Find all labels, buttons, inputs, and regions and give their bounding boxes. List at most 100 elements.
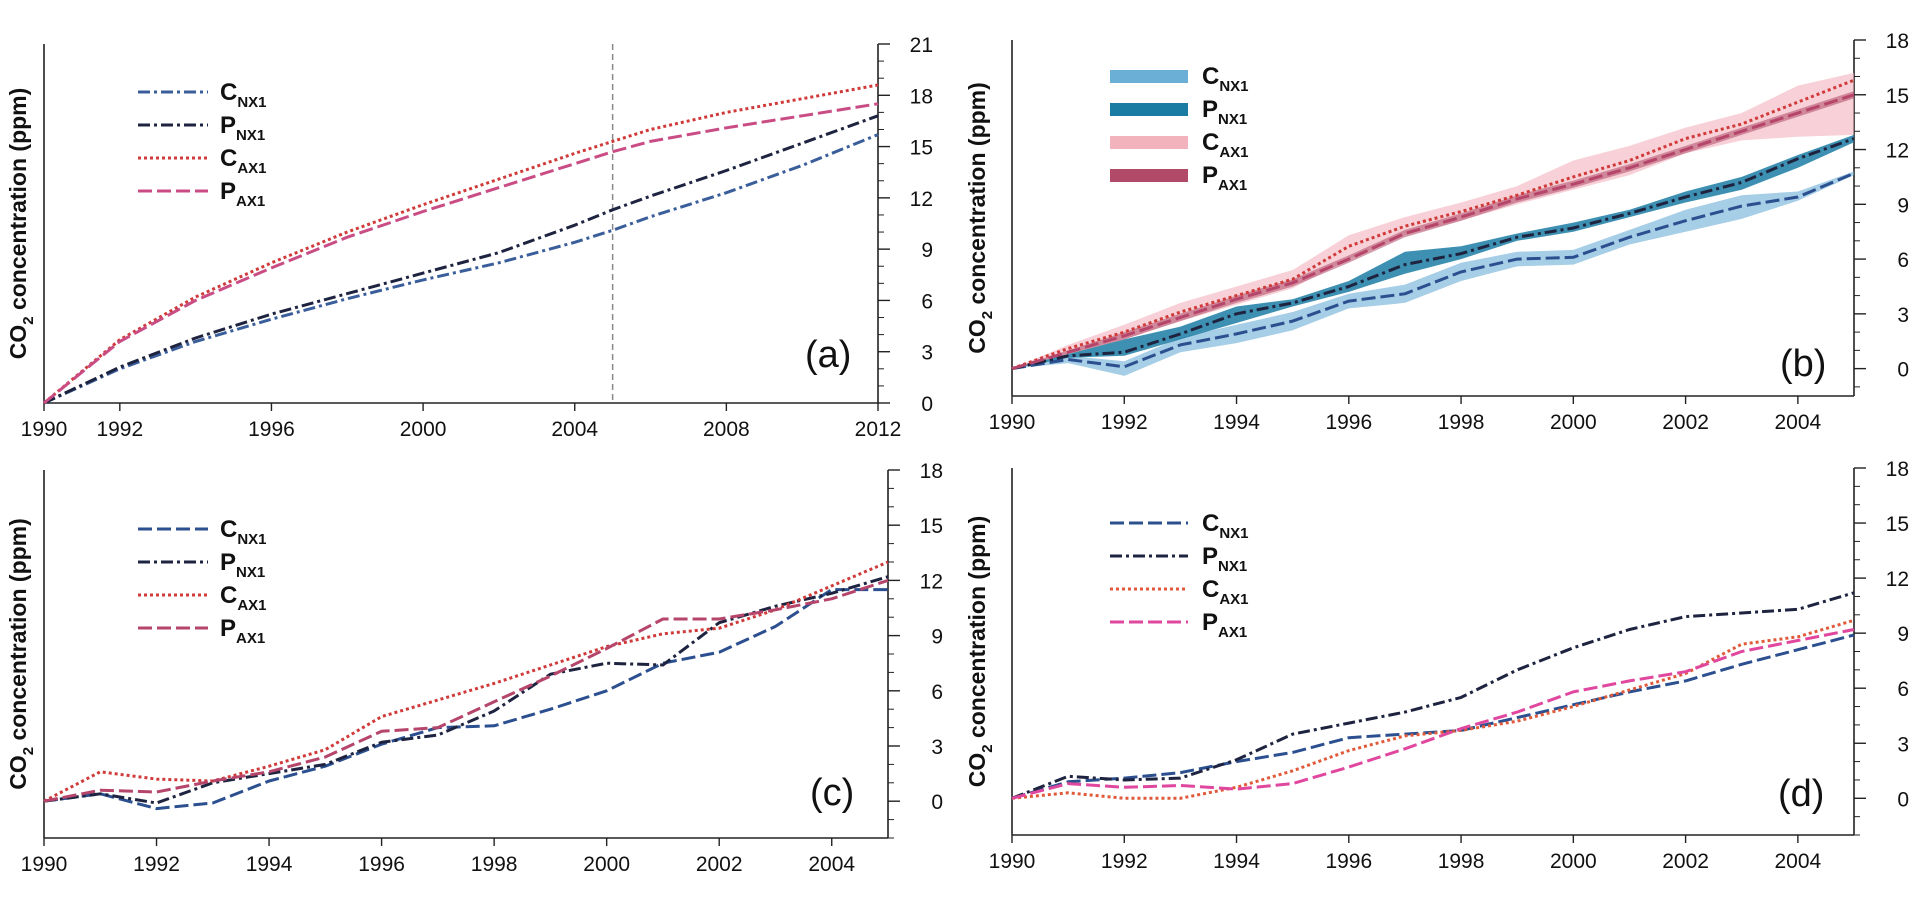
y-tick-label: 15: [920, 515, 943, 538]
y-tick-label: 15: [1886, 85, 1909, 108]
legend-entry-subscript: AX1: [1218, 177, 1247, 194]
legend-entry-subscript: AX1: [1218, 624, 1247, 641]
panel-label: (a): [805, 334, 851, 376]
legend-swatch: [1110, 169, 1188, 182]
legend-entry: CAX1: [220, 582, 267, 614]
y-axis-label-subscript: 2: [979, 311, 996, 319]
y-tick-label: 12: [910, 188, 933, 211]
legend-entry-letter: P: [1202, 609, 1218, 636]
legend-entry-letter: P: [220, 178, 236, 205]
x-tick-label: 1990: [21, 853, 68, 876]
legend-entry: CAX1: [1202, 576, 1249, 608]
x-tick-label: 2004: [808, 853, 855, 876]
panel-d: 1990 1992 1994 1996 1998 2000 2002 2004 0 3 6 9 12 15…: [964, 458, 1909, 873]
series-line: [1011, 137, 1855, 371]
legend-entry-subscript: NX1: [1219, 525, 1248, 542]
series-band: [1012, 72, 1854, 369]
x-tick-label: 2012: [855, 418, 902, 441]
y-tick-label: 6: [1897, 249, 1909, 272]
legend-entry: PAX1: [220, 615, 265, 647]
panel-a: 1990 1992 1996 2000 2004 2008 2012 0 3 6 9 12 15 18 21…: [5, 34, 933, 441]
panel-label: (c): [810, 772, 854, 814]
x-tick-label: 1990: [989, 411, 1036, 434]
legend-entry-letter: C: [220, 516, 237, 543]
legend-entry-letter: C: [1202, 129, 1219, 156]
y-tick-label: 12: [1886, 568, 1909, 591]
legend-entry-subscript: AX1: [237, 160, 266, 177]
y-tick-label: 3: [1897, 304, 1909, 327]
x-tick-label: 1996: [1325, 850, 1372, 873]
series-line: [1011, 591, 1855, 800]
legend-entry: CNX1: [1202, 510, 1249, 542]
legend-entry: PNX1: [220, 549, 265, 581]
legend-entry-subscript: NX1: [237, 94, 266, 111]
x-tick-label: 1998: [1438, 850, 1485, 873]
y-axis-label-co: CO: [5, 755, 31, 790]
legend-entry-letter: C: [1202, 63, 1219, 90]
panel-b: 1990 1992 1994 1996 1998 2000 2002 2004 0 3 6 9 12 15…: [964, 30, 1909, 434]
x-tick-label: 1998: [471, 853, 518, 876]
y-tick-label: 15: [1886, 513, 1909, 536]
series-band: [1012, 91, 1854, 369]
y-tick-label: 3: [921, 342, 933, 365]
x-tick-label: 1994: [1213, 850, 1260, 873]
series-line: [1011, 633, 1855, 800]
x-tick-label: 2002: [1662, 850, 1709, 873]
series-line: [43, 133, 879, 405]
y-axis-label-subscript: 2: [20, 747, 37, 755]
y-axis-label: CO2 concentration (ppm): [964, 516, 996, 788]
series-band: [1012, 134, 1854, 369]
y-axis-label-subscript: 2: [979, 744, 996, 752]
y-tick-label: 0: [931, 791, 943, 814]
series-line: [1011, 628, 1855, 800]
y-tick-label: 6: [921, 290, 933, 313]
x-tick-label: 2004: [551, 418, 598, 441]
legend-entry-letter: P: [1202, 543, 1218, 570]
legend-entry: CNX1: [220, 79, 267, 111]
x-tick-label: 2000: [583, 853, 630, 876]
y-axis-label-rest: concentration (ppm): [5, 518, 31, 747]
legend-entry-subscript: NX1: [1218, 111, 1247, 128]
y-tick-label: 0: [1897, 359, 1909, 382]
y-axis-label-rest: concentration (ppm): [964, 82, 990, 311]
x-tick-label: 2002: [1662, 411, 1709, 434]
y-tick-label: 12: [920, 570, 943, 593]
x-tick-label: 1992: [1101, 850, 1148, 873]
series-line: [43, 575, 889, 805]
legend-entry: CAX1: [1202, 129, 1249, 161]
y-tick-label: 21: [910, 34, 933, 57]
y-tick-label: 15: [910, 137, 933, 160]
legend-entry-letter: C: [1202, 510, 1219, 537]
y-tick-label: 18: [920, 460, 943, 483]
y-axis-label-rest: concentration (ppm): [5, 88, 31, 317]
legend-entry-subscript: NX1: [237, 531, 266, 548]
y-axis-label: CO2 concentration (ppm): [5, 88, 37, 360]
series-line: [43, 102, 879, 405]
legend-entry-subscript: AX1: [1219, 144, 1248, 161]
panel-c: 1990 1992 1994 1996 1998 2000 2002 2004 0 3 6 9 12 15…: [5, 460, 943, 876]
x-tick-label: 1992: [96, 418, 143, 441]
x-tick-label: 1990: [989, 850, 1036, 873]
y-axis-label-co: CO: [964, 753, 990, 788]
x-tick-label: 2004: [1775, 411, 1822, 434]
x-tick-label: 1992: [1101, 411, 1148, 434]
legend-swatch: [1110, 70, 1188, 83]
y-tick-label: 6: [1897, 678, 1909, 701]
y-tick-label: 12: [1886, 140, 1909, 163]
legend-swatch: [1110, 136, 1188, 149]
series-line: [43, 560, 889, 803]
legend-entry-letter: P: [1202, 96, 1218, 123]
legend-entry-letter: C: [220, 582, 237, 609]
legend-entry-subscript: AX1: [236, 193, 265, 210]
panel-label: (b): [1780, 343, 1826, 385]
y-axis-label-subscript: 2: [20, 316, 37, 324]
x-tick-label: 1990: [21, 418, 68, 441]
x-tick-label: 1996: [248, 418, 295, 441]
y-tick-label: 9: [1897, 623, 1909, 646]
y-tick-label: 18: [910, 85, 933, 108]
y-tick-label: 3: [1897, 733, 1909, 756]
y-tick-label: 9: [931, 626, 943, 649]
